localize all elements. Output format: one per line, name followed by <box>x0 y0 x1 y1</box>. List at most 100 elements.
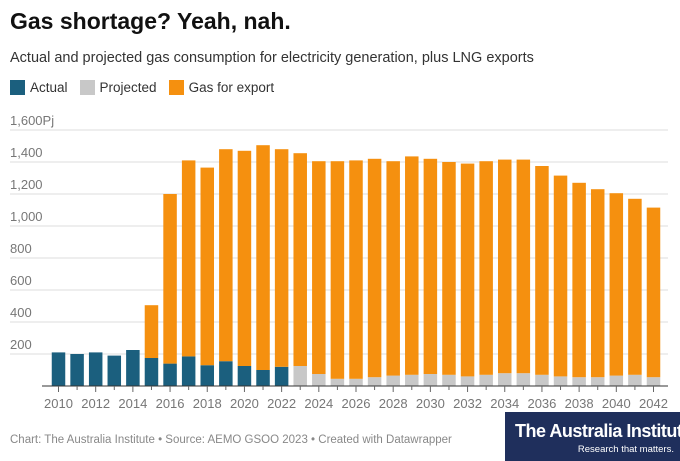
bar-gas-for-export <box>386 161 400 376</box>
bar-projected <box>479 374 493 386</box>
bar-gas-for-export <box>628 198 642 375</box>
bar-gas-for-export <box>181 160 196 357</box>
bar-gas-for-export <box>349 160 363 379</box>
x-tick-label: 2024 <box>304 396 333 410</box>
bar-gas-for-export <box>237 150 252 366</box>
bar-projected <box>330 378 345 386</box>
bar-gas-for-export <box>274 149 289 367</box>
bar-gas-for-export <box>200 167 214 366</box>
x-tick-label: 2018 <box>193 396 222 410</box>
bar-actual <box>219 361 233 386</box>
x-tick-label: 2012 <box>81 396 110 410</box>
bar-projected <box>609 375 624 386</box>
bar-projected <box>646 377 661 386</box>
bar-gas-for-export <box>535 166 549 375</box>
logo-tagline: Research that matters. <box>577 444 674 455</box>
bar-projected <box>423 374 438 386</box>
bar-projected <box>590 377 605 386</box>
bar-actual <box>70 354 84 386</box>
bar-projected <box>628 374 642 386</box>
legend-item-projected: Projected <box>79 80 157 95</box>
logo-name: The Australia Institute <box>515 421 680 441</box>
stacked-bar-chart: 200 400 600 800 1,000 1,200 1,400 1,600Pj 2010 20… <box>10 113 668 410</box>
bar-gas-for-export <box>144 305 159 358</box>
y-tick-label: 1,400 <box>10 145 43 160</box>
legend-swatch-actual <box>10 80 25 95</box>
bar-actual <box>88 352 103 386</box>
bar-projected <box>293 366 307 386</box>
x-tick-label: 2010 <box>44 396 73 410</box>
legend-item-export: Gas for export <box>168 80 275 95</box>
x-tick-label: 2038 <box>565 396 594 410</box>
bar-gas-for-export <box>646 207 661 378</box>
x-tick-label: 2028 <box>379 396 408 410</box>
bar-projected <box>460 376 475 386</box>
x-tick-label: 2020 <box>230 396 259 410</box>
bar-gas-for-export <box>442 162 456 375</box>
bar-actual <box>181 356 196 386</box>
bar-gas-for-export <box>460 163 475 377</box>
bar-projected <box>516 373 531 386</box>
x-tick-label: 2036 <box>527 396 556 410</box>
legend-label-projected: Projected <box>99 80 157 95</box>
bar-gas-for-export <box>330 161 345 379</box>
bar-actual <box>51 352 66 386</box>
y-tick-label: 1,000 <box>10 209 43 224</box>
bar-actual <box>274 366 289 386</box>
legend-item-actual: Actual <box>10 80 68 95</box>
y-tick-label: 1,200 <box>10 177 43 192</box>
bar-gas-for-export <box>163 194 177 364</box>
bar-gas-for-export <box>479 161 493 375</box>
bar-gas-for-export <box>405 156 419 375</box>
x-tick-label: 2016 <box>156 396 185 410</box>
bar-gas-for-export <box>312 161 326 374</box>
bar-gas-for-export <box>553 175 568 377</box>
x-tick-label: 2026 <box>342 396 371 410</box>
bar-projected <box>349 378 363 386</box>
x-tick-label: 2022 <box>267 396 296 410</box>
legend-label-actual: Actual <box>30 80 68 95</box>
bar-gas-for-export <box>609 193 624 376</box>
legend-swatch-projected <box>79 80 95 95</box>
bar-projected <box>386 375 400 386</box>
bar-projected <box>498 373 512 386</box>
bar-gas-for-export <box>219 149 233 362</box>
x-tick-label: 2030 <box>416 396 445 410</box>
chart-title: Gas shortage? Yeah, nah. <box>10 8 291 34</box>
bar-gas-for-export <box>256 145 270 370</box>
chart-footer: Chart: The Australia Institute • Source:… <box>10 434 452 446</box>
legend-label-export: Gas for export <box>188 80 275 95</box>
y-tick-label: 200 <box>10 337 32 352</box>
bar-gas-for-export <box>516 159 531 374</box>
bar-projected <box>312 374 326 386</box>
legend-swatch-export <box>168 80 184 95</box>
bar-gas-for-export <box>590 189 605 378</box>
legend: Actual Projected Gas for export <box>10 80 286 95</box>
bar-projected <box>367 377 382 386</box>
bar-actual <box>237 366 252 386</box>
bar-actual <box>144 358 159 386</box>
x-tick-label: 2014 <box>118 396 147 410</box>
chart-subtitle: Actual and projected gas consumption for… <box>10 50 534 66</box>
bar-gas-for-export <box>572 182 586 378</box>
bar-actual <box>256 370 270 386</box>
bar-projected <box>572 377 586 386</box>
bar-gas-for-export <box>498 159 512 374</box>
y-tick-label: 800 <box>10 241 32 256</box>
bar-actual <box>107 355 122 386</box>
x-tick-label: 2034 <box>490 396 519 410</box>
y-tick-label: 600 <box>10 273 32 288</box>
x-tick-label: 2042 <box>639 396 668 410</box>
bar-projected <box>553 376 568 386</box>
bar-actual <box>200 365 214 386</box>
bar-projected <box>535 374 549 386</box>
australia-institute-logo: The Australia Institute Research that ma… <box>505 412 680 461</box>
x-tick-label: 2032 <box>453 396 482 410</box>
bar-gas-for-export <box>367 158 382 378</box>
y-tick-label: 400 <box>10 305 32 320</box>
bar-gas-for-export <box>293 153 307 366</box>
bar-actual <box>163 363 177 386</box>
bar-projected <box>442 374 456 386</box>
bar-gas-for-export <box>423 158 438 374</box>
bar-projected <box>405 374 419 386</box>
